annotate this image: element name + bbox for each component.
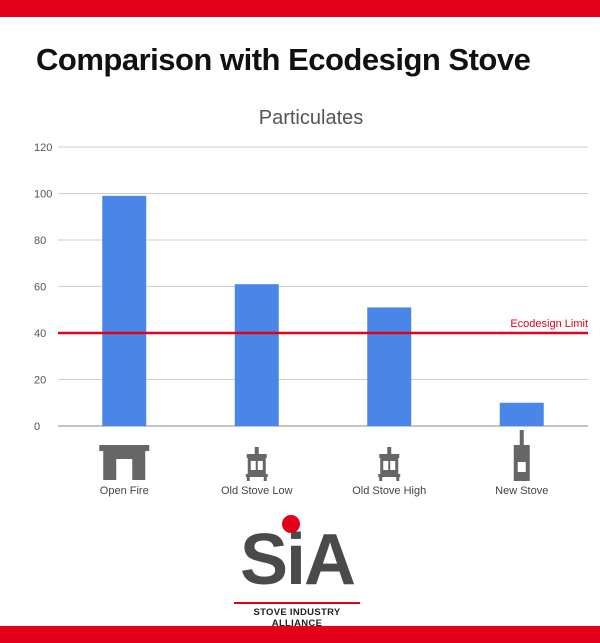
modern-stove-icon bbox=[513, 430, 530, 481]
ecodesign-limit-label: Ecodesign Limit bbox=[510, 318, 588, 330]
stove-icon bbox=[378, 447, 401, 481]
y-tick-label: 0 bbox=[34, 421, 40, 433]
bottom-red-band bbox=[0, 626, 600, 643]
x-category-label: New Stove bbox=[495, 485, 548, 497]
x-category-label: Open Fire bbox=[100, 485, 149, 497]
x-category-label: Old Stove Low bbox=[221, 485, 293, 497]
logo-subtitle: STOVE INDUSTRY ALLIANCE bbox=[253, 607, 341, 629]
page-title: Comparison with Ecodesign Stove bbox=[36, 42, 531, 77]
y-tick-label: 60 bbox=[34, 282, 46, 294]
y-tick-label: 80 bbox=[34, 235, 46, 247]
logo-rule bbox=[234, 602, 360, 604]
y-tick-label: 20 bbox=[34, 375, 46, 387]
stove-icon bbox=[245, 447, 268, 481]
y-tick-label: 120 bbox=[34, 142, 52, 154]
x-category-label: Old Stove High bbox=[352, 485, 426, 497]
logo-dot bbox=[282, 515, 300, 533]
y-tick-label: 40 bbox=[34, 328, 46, 340]
bar bbox=[234, 284, 279, 426]
fireplace-icon bbox=[99, 445, 150, 480]
bar bbox=[102, 195, 147, 426]
top-red-band bbox=[0, 0, 600, 17]
bar bbox=[499, 402, 544, 426]
sia-logo: SiA STOVE INDUSTRY ALLIANCE bbox=[232, 512, 362, 629]
chart-title: Particulates bbox=[259, 107, 364, 129]
bar bbox=[367, 307, 412, 426]
logo-letters: SiA bbox=[239, 520, 356, 600]
y-tick-label: 100 bbox=[34, 189, 52, 201]
particulates-chart: Particulates 0 20 40 60 80 100 120 Ecodesign L… bbox=[34, 107, 588, 497]
